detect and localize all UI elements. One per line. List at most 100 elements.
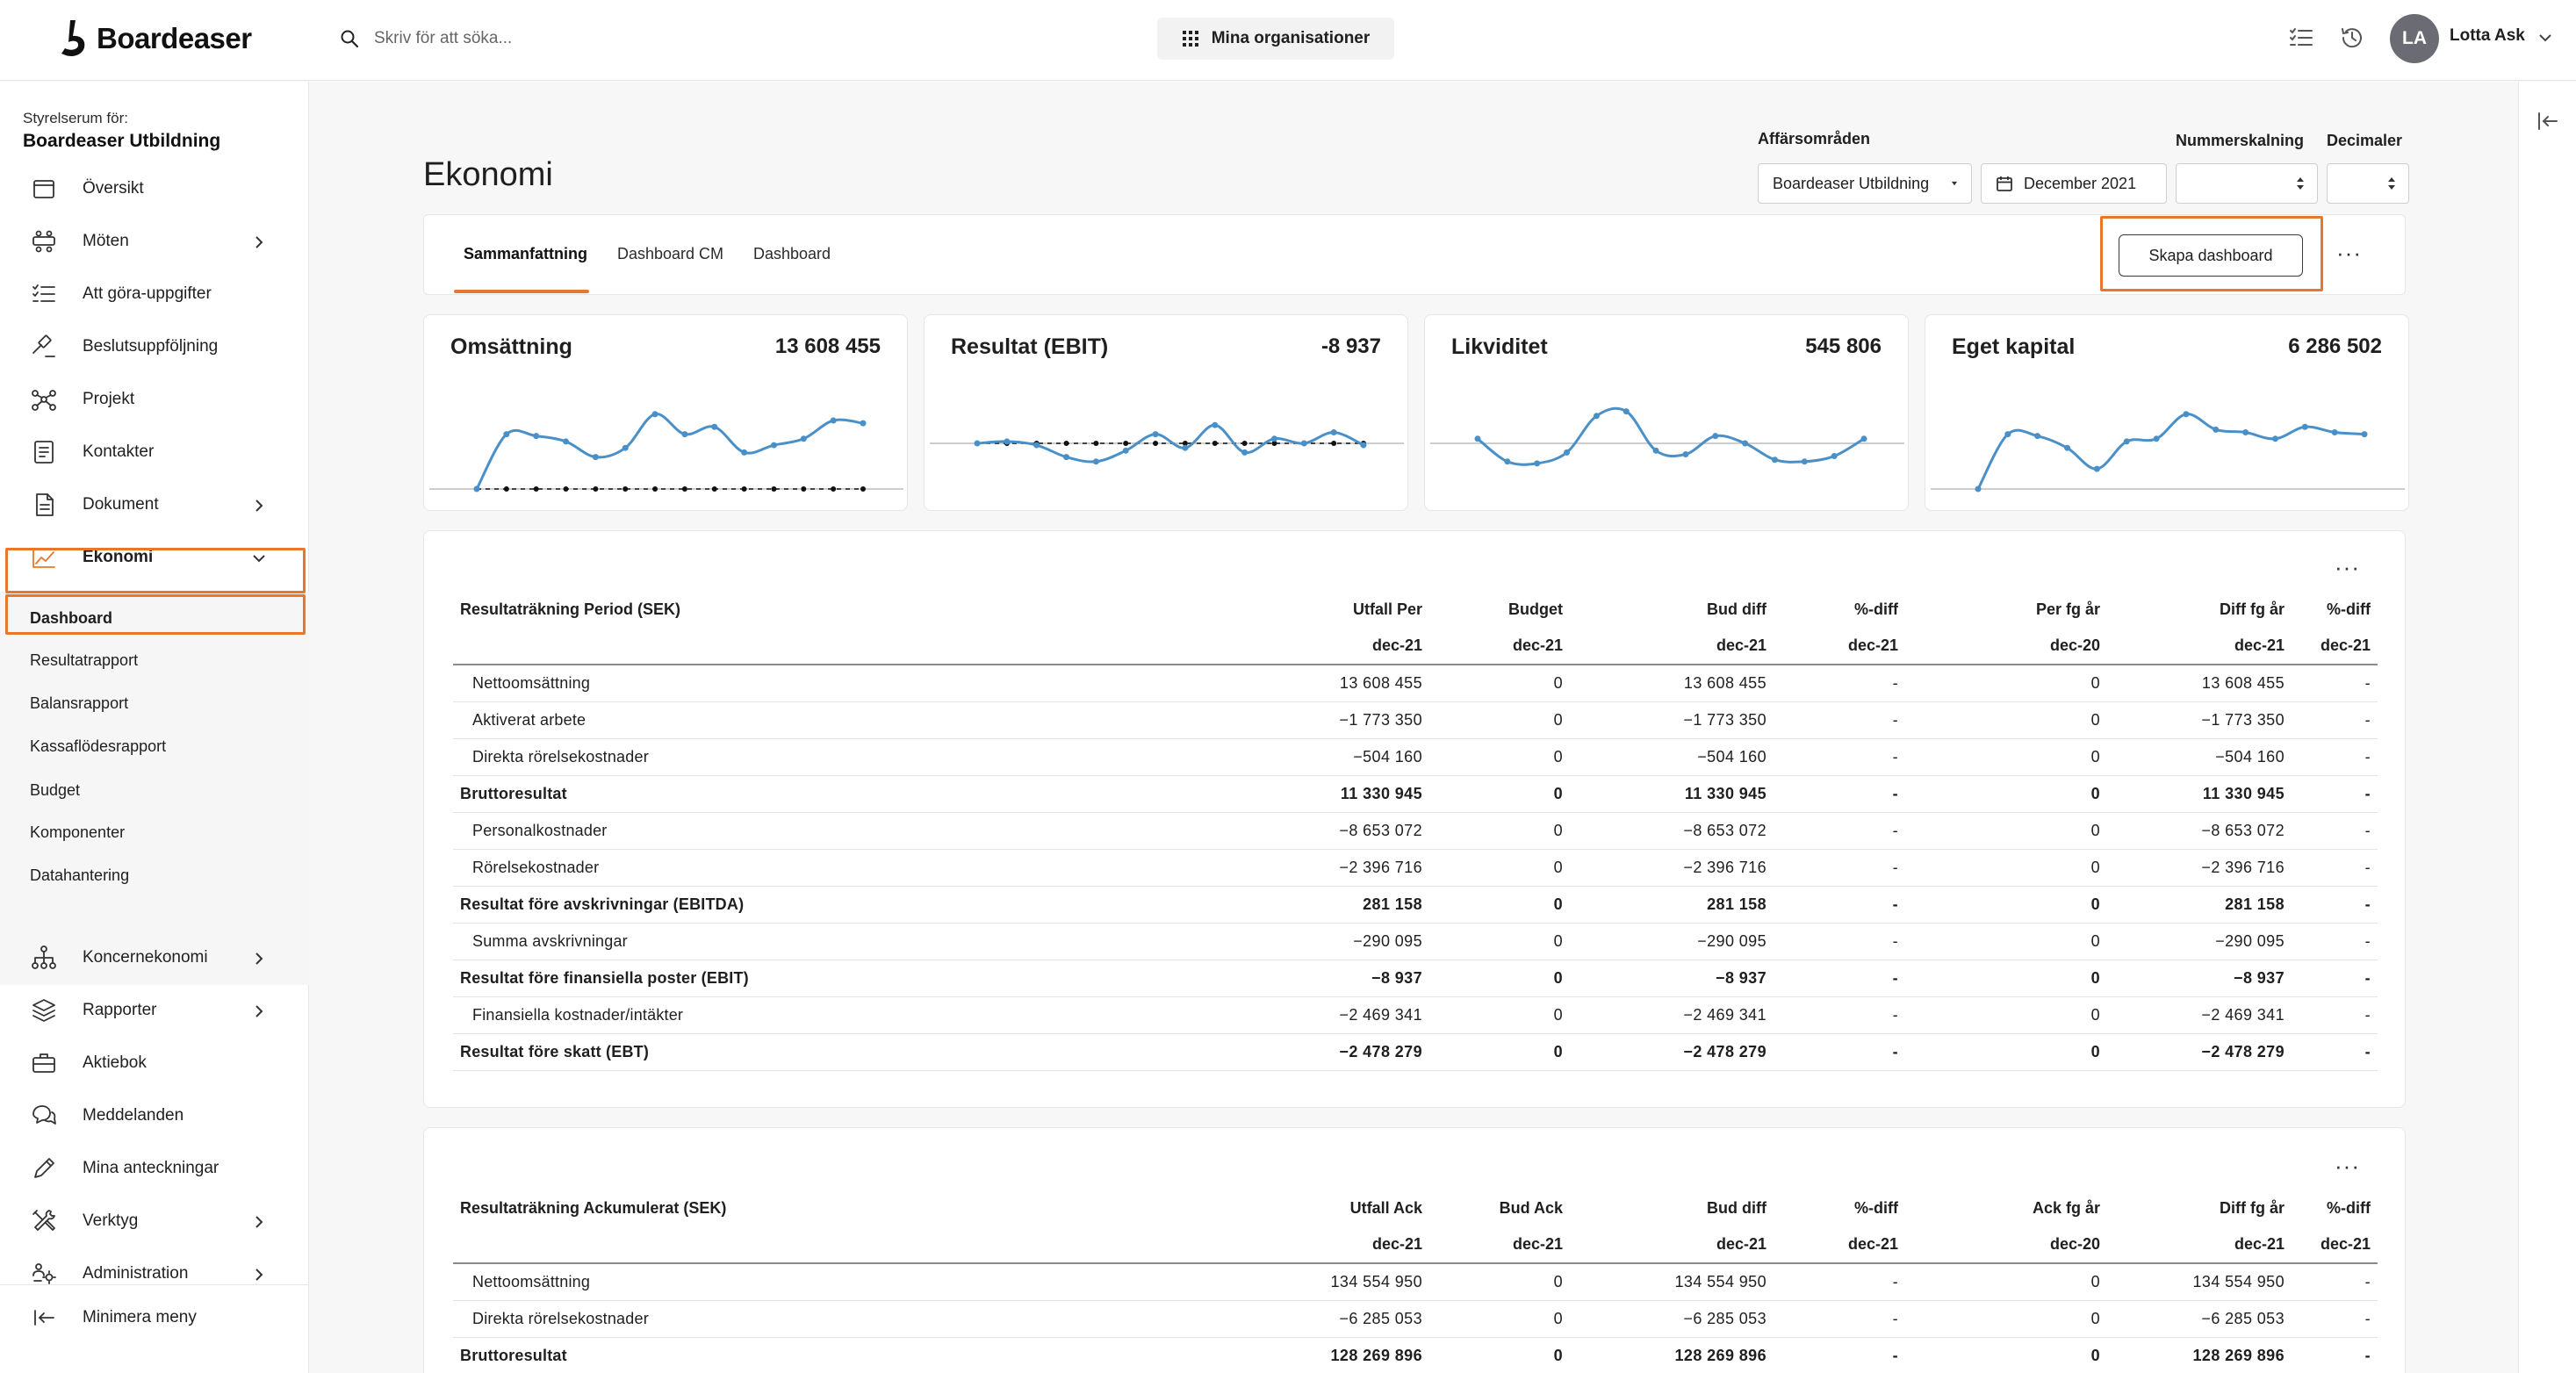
chevron-down-icon[interactable] (2536, 28, 2555, 47)
cell-value: - (1774, 886, 1905, 924)
sidebar-subitem-label: Dashboard (30, 608, 113, 627)
table-row[interactable]: Nettoomsättning 134 554 950 0 134 554 950-0… (453, 1263, 2378, 1301)
column-header: Diff fg år (2220, 1198, 2285, 1217)
my-organisations-button[interactable]: Mina organisationer (1157, 18, 1394, 60)
row-label: Finansiella kostnader/intäkter (453, 996, 1155, 1034)
number-scale-select[interactable] (2176, 163, 2318, 204)
search-input[interactable] (374, 29, 813, 48)
cell-value: 13 608 455 (1570, 665, 1774, 702)
sparkline-budget-point (503, 486, 509, 492)
table-row[interactable]: Bruttoresultat 128 269 896 0 128 269 896-0 1… (453, 1337, 2378, 1373)
collapse-panel-icon[interactable] (2536, 110, 2559, 133)
document-icon (36, 493, 54, 516)
table-more-menu-icon[interactable]: ··· (2335, 1153, 2360, 1179)
sidebar-item-rapporter[interactable]: Rapporter (0, 986, 309, 1035)
table-more-menu-icon[interactable]: ··· (2335, 554, 2360, 580)
user-avatar[interactable]: LA (2390, 14, 2439, 63)
cell-value: 0 (1905, 701, 2107, 739)
sparkline-point (1771, 456, 1778, 464)
sparkline-point (1033, 442, 1040, 449)
sparkline-point (1360, 442, 1367, 449)
sparkline-point (1241, 449, 1248, 456)
user-name[interactable]: Lotta Ask (2450, 26, 2525, 45)
cell-value: 134 554 950 (2107, 1263, 2292, 1301)
kpi-liquidity-card[interactable]: Likviditet 545 806 (1424, 314, 1909, 511)
column-period: dec-21 (1155, 628, 1429, 665)
table-row[interactable]: Direkta rörelsekostnader −504 160 0 −504 16… (453, 738, 2378, 776)
sparkline-budget-point (1212, 441, 1218, 446)
sidebar-item-label: Ekonomi (83, 548, 154, 566)
sidebar-item-beslutsuppföljning[interactable]: Beslutsuppföljning (0, 322, 309, 371)
sidebar-item-ekonomi[interactable]: Ekonomi (0, 533, 309, 582)
tab-dashboard-cm[interactable]: Dashboard CM (617, 245, 724, 262)
table-row[interactable]: Aktiverat arbete −1 773 350 0 −1 773 350-0−… (453, 701, 2378, 739)
kpi-revenue-card[interactable]: Omsättning 13 608 455 (423, 314, 908, 511)
sidebar-item-möten[interactable]: Möten (0, 217, 309, 266)
sidebar-item-administration[interactable]: Administration (0, 1249, 309, 1298)
table-row[interactable]: Personalkostnader −8 653 072 0 −8 653 072-0… (453, 812, 2378, 850)
row-label: Resultat före avskrivningar (EBITDA) (453, 886, 1155, 924)
create-dashboard-button[interactable]: Skapa dashboard (2119, 234, 2303, 277)
grid-icon (1182, 31, 1198, 47)
minimize-menu-button[interactable]: Minimera meny (0, 1293, 309, 1342)
cell-value: −8 937 (1155, 960, 1429, 997)
row-label: Resultat före skatt (EBT) (453, 1033, 1155, 1071)
sidebar-item-koncernekonomi[interactable]: Koncernekonomi (0, 933, 309, 982)
sidebar-subitem-komponenter[interactable]: Komponenter (0, 814, 309, 851)
kpi-ebit-card[interactable]: Resultat (EBIT) -8 937 (924, 314, 1408, 511)
decimals-select[interactable] (2327, 163, 2409, 204)
sidebar-subitem-resultatrapport[interactable]: Resultatrapport (0, 642, 309, 679)
cell-value: - (2292, 923, 2378, 960)
sparkline-point (2301, 423, 2308, 430)
sidebar-subitem-datahantering[interactable]: Datahantering (0, 857, 309, 894)
sidebar-item-att-göra-uppgifter[interactable]: Att göra-uppgifter (0, 270, 309, 319)
sparkline-budget-point (1182, 441, 1188, 446)
sidebar-item-verktyg[interactable]: Verktyg (0, 1197, 309, 1246)
column-header: Diff fg år (2220, 600, 2285, 618)
table-row[interactable]: Resultat före finansiella poster (EBIT) −… (453, 960, 2378, 997)
cell-value: −8 653 072 (2107, 812, 2292, 850)
sidebar-item-översikt[interactable]: Översikt (0, 164, 309, 213)
history-icon[interactable] (2339, 25, 2365, 51)
cell-value: - (2292, 701, 2378, 739)
business-area-select[interactable]: Boardeaser Utbildning (1758, 163, 1972, 204)
table-row[interactable]: Direkta rörelsekostnader −6 285 053 0 −6 28… (453, 1300, 2378, 1338)
sidebar-item-dokument[interactable]: Dokument (0, 480, 309, 529)
cell-value: - (2292, 996, 2378, 1034)
cell-value: 0 (1905, 1033, 2107, 1071)
project-icon (32, 390, 56, 411)
tab-sammanfattning[interactable]: Sammanfattning (464, 245, 588, 262)
table-row[interactable]: Summa avskrivningar −290 095 0 −290 095-0 −2… (453, 923, 2378, 960)
table-row[interactable]: Rörelsekostnader −2 396 716 0 −2 396 716-0−… (453, 849, 2378, 887)
sidebar-item-projekt[interactable]: Projekt (0, 375, 309, 424)
tab-dashboard[interactable]: Dashboard (753, 245, 831, 262)
date-picker[interactable]: December 2021 (1981, 163, 2167, 204)
cell-value: 134 554 950 (1155, 1263, 1429, 1301)
sidebar-item-meddelanden[interactable]: Meddelanden (0, 1091, 309, 1140)
cell-value: 0 (1429, 1337, 1570, 1373)
table-row[interactable]: Resultat före avskrivningar (EBITDA) 281 … (453, 886, 2378, 924)
sidebar-item-kontakter[interactable]: Kontakter (0, 428, 309, 477)
sparkline-point (2271, 435, 2278, 442)
sidebar-subitem-balansrapport[interactable]: Balansrapport (0, 685, 309, 722)
sparkline-point (1975, 485, 1982, 492)
table-row[interactable]: Resultat före skatt (EBT) −2 478 279 0 −2 4… (453, 1033, 2378, 1071)
table-row[interactable]: Bruttoresultat 11 330 945 0 11 330 945-0 11 … (453, 775, 2378, 813)
sidebar-item-mina-anteckningar[interactable]: Mina anteckningar (0, 1144, 309, 1193)
cell-value: 0 (1905, 886, 2107, 924)
page-title: Ekonomi (423, 156, 553, 193)
cell-value: - (2292, 812, 2378, 850)
tabs-more-menu-icon[interactable]: ··· (2336, 240, 2362, 266)
sidebar-item-label: Översikt (83, 179, 144, 198)
kpi-equity-card[interactable]: Eget kapital 6 286 502 (1925, 314, 2409, 511)
sidebar-item-aktiebok[interactable]: Aktiebok (0, 1039, 309, 1088)
table-row[interactable]: Finansiella kostnader/intäkter −2 469 341… (453, 996, 2378, 1034)
sidebar-item-label: Beslutsuppföljning (83, 337, 219, 356)
table-row[interactable]: Nettoomsättning 13 608 455 0 13 608 455-0 13… (453, 665, 2378, 702)
sparkline-point (741, 449, 748, 456)
boardeaser-logo[interactable]: Boardeaser (60, 12, 252, 65)
sidebar-subitem-dashboard[interactable]: Dashboard (0, 600, 309, 636)
sidebar-subitem-kassaflödesrapport[interactable]: Kassaflödesrapport (0, 728, 309, 765)
task-list-icon[interactable] (2288, 25, 2314, 51)
sidebar-subitem-budget[interactable]: Budget (0, 772, 309, 809)
